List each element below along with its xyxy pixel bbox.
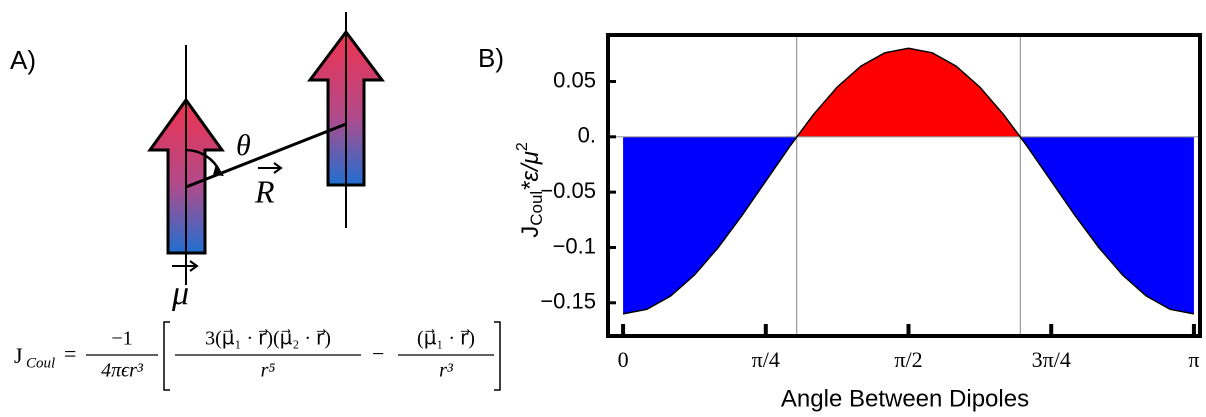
x-tick-label: 0 [618,347,629,372]
eq-sign: = [64,341,76,366]
theta-label: θ [236,129,251,162]
y-tick-label: −0.05 [540,178,596,203]
eq-num: (μ⃗₁ · r⃗) [417,328,475,350]
x-tick-label: π/2 [894,347,922,372]
x-tick-label: π/4 [752,347,780,372]
equation: J Coul = −1 4πϵr³ 3(μ⃗₁ · r⃗)(μ⃗₂ · r⃗) … [14,321,501,391]
panel-label: A) [10,45,36,75]
area-negative [623,136,1194,314]
area-positive [796,48,1021,137]
plot: 0.05 0. −0.05 −0.1 −0.15 0 π/4 π/2 3π/4 π [540,33,1202,372]
x-axis-label: Angle Between Dipoles [781,385,1029,412]
angle-arrowhead [213,164,224,176]
eq-den: r⁵ [261,360,276,382]
eq-lhs-sub: Coul [26,355,55,371]
x-tick-label: π [1188,347,1199,372]
x-tick-label: 3π/4 [1032,347,1071,372]
curve [622,47,1195,315]
y-label-sup: 2 [514,142,531,151]
y-label-main: J [517,226,544,238]
eq-den: 4πϵr³ [101,360,144,382]
eq-lhs: J [14,343,23,368]
panel-label: B) [478,43,504,73]
y-tick-label: −0.1 [553,233,596,258]
y-tick-label: 0. [578,123,596,148]
eq-minus: − [372,341,384,366]
dipole-left [147,45,225,285]
y-label-sub: Coul [527,191,546,226]
y-tick-label: 0.05 [553,67,596,92]
vector-arrow [172,260,199,272]
r-vector-line [185,122,347,189]
r-label: R [254,173,275,209]
y-label-rest: *ε/μ [517,151,544,191]
eq-den: r³ [439,360,454,382]
plot-frame [606,33,1202,338]
dipole-right [307,12,385,228]
vector-arrow [258,162,283,174]
eq-num: −1 [111,328,132,350]
y-axis-label: JCoul*ε/μ2 [514,142,546,238]
y-tick-label: −0.15 [540,289,596,314]
mu-label: μ [171,275,189,312]
eq-num: 3(μ⃗₁ · r⃗)(μ⃗₂ · r⃗) [205,328,331,350]
